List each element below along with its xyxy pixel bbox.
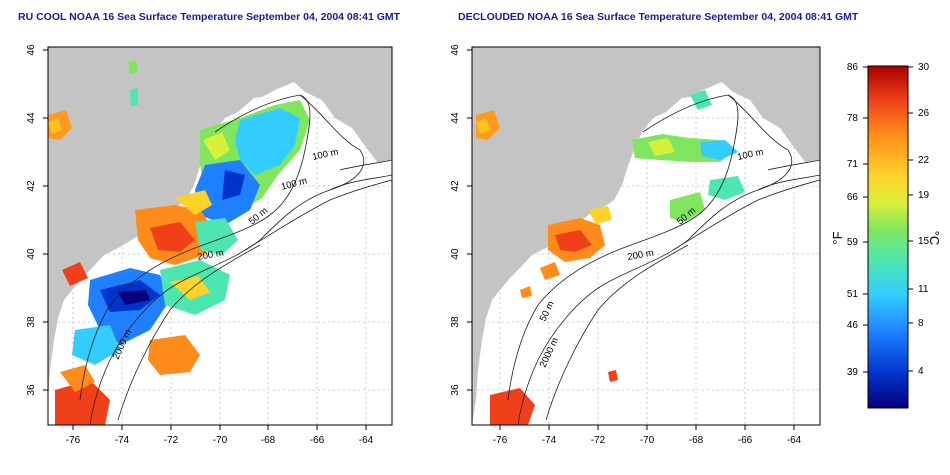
right-contour-label-100m: 100 m (736, 147, 764, 163)
celsius-label: °C (927, 231, 942, 246)
right-lon-tick: -72 (591, 435, 606, 446)
left-map: 100 m 100 m 50 m 200 m 2000 m -76 -74 -7… (26, 44, 393, 446)
right-lon-tick: -64 (787, 435, 802, 446)
right-lon-tick: -68 (689, 435, 704, 446)
c-tick: 15 (918, 236, 930, 247)
left-map-title: RU COOL NOAA 16 Sea Surface Temperature … (18, 11, 401, 23)
right-lat-axis: 46 44 42 40 38 36 (450, 44, 461, 396)
f-tick: 59 (847, 237, 859, 248)
left-lon-tick: -74 (115, 435, 130, 446)
left-lon-tick: -70 (213, 435, 228, 446)
right-lat-tick: 36 (450, 384, 461, 396)
right-contours (507, 94, 820, 425)
left-lat-tick: 46 (26, 44, 37, 56)
left-lon-tick: -72 (164, 435, 179, 446)
right-lon-tick: -76 (493, 435, 508, 446)
left-land (48, 47, 392, 400)
right-grid (472, 47, 820, 425)
right-lon-tick: -66 (738, 435, 753, 446)
left-lon-tick: -76 (66, 435, 81, 446)
colorbar-gradient (867, 65, 909, 409)
f-tick: 78 (847, 113, 859, 124)
c-tick: 19 (918, 190, 930, 201)
fahrenheit-label: °F (830, 231, 845, 244)
f-tick: 51 (847, 289, 859, 300)
right-lon-axis: -76 -74 -72 -70 -68 -66 -64 (493, 435, 802, 446)
c-tick: 30 (918, 62, 930, 73)
right-lat-tick: 42 (450, 180, 461, 192)
right-map-frame (471, 46, 821, 426)
right-lat-tick: 40 (450, 248, 461, 260)
left-contours (79, 94, 392, 425)
celsius-ticks: 30 26 22 19 15 11 8 4 (918, 62, 930, 377)
left-contour-label-200m: 200 m (197, 248, 225, 263)
right-land (472, 47, 820, 425)
left-lat-tick: 40 (26, 248, 37, 260)
c-tick: 26 (918, 108, 930, 119)
c-tick: 22 (918, 155, 930, 166)
right-lon-tick: -74 (542, 435, 557, 446)
c-tick: 11 (918, 284, 929, 295)
right-lat-tick: 38 (450, 316, 461, 328)
temperature-colorbar: 86 78 71 66 59 51 46 39 30 26 22 19 15 1… (830, 62, 942, 409)
left-lon-tick: -68 (261, 435, 276, 446)
left-lat-tick: 38 (26, 316, 37, 328)
f-tick: 71 (847, 159, 859, 170)
left-contour-label-100m-a: 100 m (311, 147, 339, 163)
right-contour-label-200m: 200 m (627, 248, 655, 263)
f-tick: 86 (847, 62, 859, 73)
c-tick: 4 (918, 366, 924, 377)
left-lon-tick: -66 (310, 435, 325, 446)
f-tick: 39 (847, 367, 859, 378)
right-map-title: DECLOUDED NOAA 16 Sea Surface Temperatur… (458, 11, 859, 23)
c-tick: 8 (918, 318, 924, 329)
left-lat-tick: 44 (26, 112, 37, 124)
left-lon-axis: -76 -74 -72 -70 -68 -66 -64 (66, 435, 374, 446)
right-lon-tick: -70 (640, 435, 655, 446)
left-lon-tick: -64 (359, 435, 374, 446)
left-sst-patches (48, 60, 310, 425)
right-lat-tick: 46 (450, 44, 461, 56)
left-lat-tick: 36 (26, 384, 37, 396)
right-sst-patches (476, 90, 745, 425)
left-lat-axis: 46 44 42 40 38 36 (26, 44, 37, 396)
left-lat-tick: 42 (26, 180, 37, 192)
f-tick: 46 (847, 320, 859, 331)
f-tick: 66 (847, 192, 859, 203)
right-lat-tick: 44 (450, 112, 461, 124)
fahrenheit-ticks: 86 78 71 66 59 51 46 39 (847, 62, 859, 378)
right-map: 100 m 50 m 200 m 50 m 2000 m -76 -74 -72… (450, 44, 821, 446)
